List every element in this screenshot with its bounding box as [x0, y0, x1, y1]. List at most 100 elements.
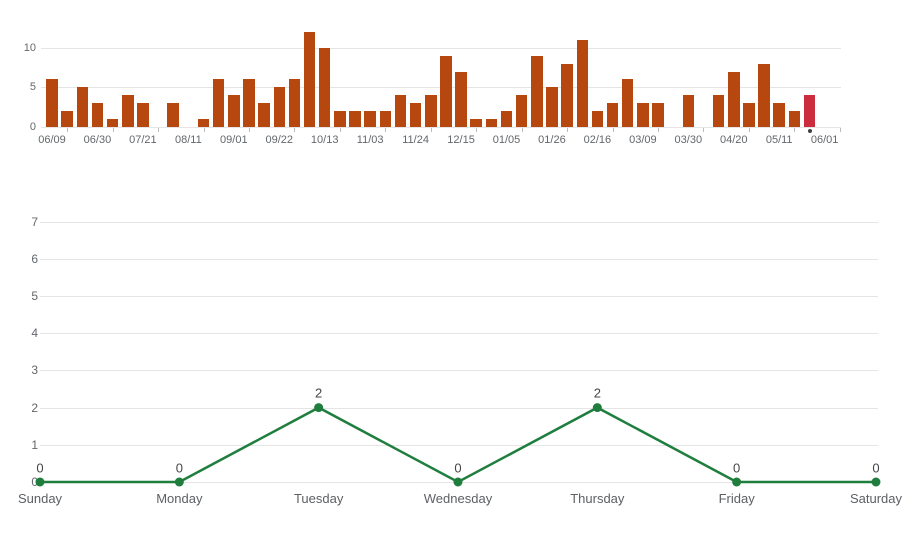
bar-chart-x-axis-label: 09/01: [220, 134, 248, 146]
bar[interactable]: [273, 87, 285, 127]
bar[interactable]: [349, 111, 361, 127]
current-week-marker-dot: [807, 129, 812, 133]
data-point[interactable]: [871, 477, 881, 487]
data-point[interactable]: [592, 403, 602, 413]
day-of-week-line-chart: 0 1 2 3 4 5 6 7 Sunday 0 Monday 0 Tuesday 2 Wednesday 0…: [0, 200, 922, 533]
bar[interactable]: [531, 55, 543, 127]
bar[interactable]: [712, 95, 725, 127]
bar-chart-x-axis-label: 07/21: [129, 134, 157, 146]
bar-chart-y-axis-label: 0: [29, 121, 36, 133]
day-label: Saturday: [849, 491, 902, 506]
bar-chart-x-axis-label: 06/01: [810, 134, 839, 146]
bar[interactable]: [440, 55, 452, 127]
line-chart-gridline: [40, 258, 878, 260]
bar[interactable]: [334, 111, 346, 127]
bar[interactable]: [122, 95, 134, 127]
bar[interactable]: [228, 95, 240, 127]
line-chart-y-axis-label: 0: [31, 475, 38, 489]
bar[interactable]: [91, 103, 104, 127]
bar[interactable]: [576, 39, 588, 127]
bar[interactable]: [485, 119, 498, 127]
point-value-label: 0: [454, 460, 462, 475]
bar[interactable]: [470, 119, 482, 127]
bar[interactable]: [197, 119, 210, 127]
bar[interactable]: [591, 111, 604, 127]
bar-chart-axis-tick: [748, 128, 750, 132]
bar[interactable]: [455, 71, 467, 127]
bar[interactable]: [394, 95, 407, 127]
day-label: Sunday: [17, 491, 63, 506]
bar[interactable]: [303, 31, 316, 127]
data-point[interactable]: [35, 477, 45, 487]
data-point[interactable]: [174, 477, 184, 487]
day-label: Thursday: [570, 491, 625, 506]
bar[interactable]: [515, 95, 528, 127]
bar[interactable]: [773, 103, 785, 127]
bar-chart-x-axis-label: 11/24: [402, 134, 429, 146]
bar[interactable]: [364, 111, 376, 127]
bar[interactable]: [76, 87, 89, 127]
line-chart-gridline: [40, 221, 878, 223]
bar[interactable]: [546, 87, 558, 127]
day-label: Wednesday: [423, 491, 493, 506]
bar-chart-y-axis-label: 10: [23, 41, 36, 54]
bar[interactable]: [288, 79, 301, 127]
bar[interactable]: [212, 79, 225, 127]
line-chart-y-axis-label: 4: [31, 326, 38, 341]
bar[interactable]: [106, 119, 119, 127]
line-chart-gridline: [40, 370, 878, 372]
line-chart-gridline: [40, 444, 878, 446]
line-chart-y-axis-label: 7: [31, 214, 38, 229]
line-chart-plot: [35, 403, 881, 487]
bar-chart-x-axis-label: 01/26: [538, 134, 566, 146]
point-value-label: 0: [733, 460, 741, 475]
line-chart-y-axis-label: 6: [31, 251, 38, 266]
point-value-label: 2: [315, 385, 323, 401]
weekly-activity-bar-chart: 0 5 10 06/09 06/30 07/21 08/11 09/01 09/22 10/13 1…: [0, 0, 922, 170]
line-chart-y-axis-label: 2: [31, 400, 38, 415]
bar[interactable]: [743, 103, 755, 127]
day-label: Tuesday: [293, 491, 344, 506]
bar[interactable]: [682, 95, 695, 127]
bar[interactable]: [500, 111, 513, 127]
bar[interactable]: [409, 103, 422, 127]
line-chart-y-axis-label: 5: [31, 289, 38, 303]
bar-chart-x-axis-label: 06/09: [38, 134, 66, 146]
bar[interactable]: [652, 103, 664, 127]
data-point[interactable]: [314, 403, 324, 413]
bar[interactable]: [637, 103, 649, 127]
bar-chart-axis-tick: [839, 128, 841, 132]
bar-chart-axis-tick: [248, 128, 250, 132]
bar-chart-axis-tick: [112, 128, 114, 132]
bar[interactable]: [318, 47, 331, 127]
bar-chart-axis-tick: [703, 128, 705, 132]
bar[interactable]: [788, 111, 801, 127]
bar[interactable]: [243, 79, 255, 127]
data-point[interactable]: [453, 477, 463, 487]
bar-chart-axis-tick: [430, 128, 432, 132]
line-chart-y-axis-label: 3: [31, 363, 38, 378]
bar[interactable]: [137, 103, 149, 127]
bar-chart-x-axis-label: 10/13: [310, 134, 339, 146]
bar[interactable]: [167, 103, 179, 127]
line-chart-gridline: [40, 333, 878, 335]
bar[interactable]: [379, 111, 392, 127]
bar[interactable]: [561, 63, 573, 127]
line-series-path: [40, 406, 876, 484]
bar[interactable]: [46, 79, 58, 127]
bar[interactable]: [258, 103, 270, 127]
day-label: Friday: [718, 491, 755, 506]
bar[interactable]: [425, 95, 437, 127]
bar[interactable]: [728, 71, 740, 127]
bar-chart-x-axis-label: 04/20: [719, 134, 748, 146]
bar-chart-axis-tick: [794, 128, 796, 132]
bar[interactable]: [606, 103, 619, 127]
current-week-bar[interactable]: [803, 95, 816, 127]
bar[interactable]: [758, 63, 770, 127]
bar[interactable]: [61, 111, 73, 127]
bar-chart-x-axis-label: 06/30: [83, 134, 112, 146]
bar-chart-axis-tick: [567, 128, 569, 132]
bar[interactable]: [621, 79, 634, 127]
data-point[interactable]: [732, 477, 742, 487]
point-value-label: 2: [593, 385, 601, 401]
